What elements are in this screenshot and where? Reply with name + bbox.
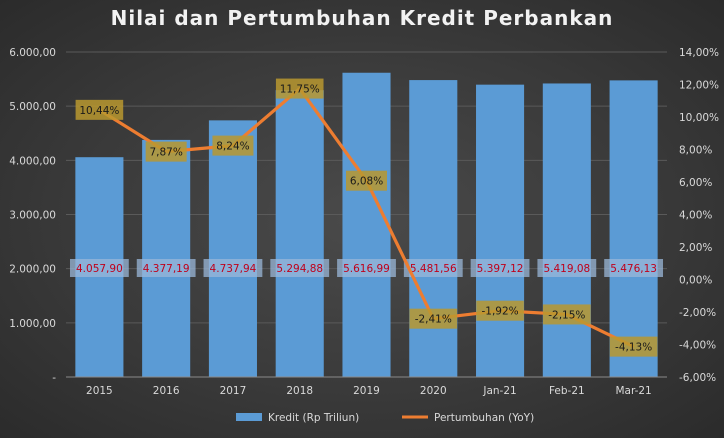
bar bbox=[342, 72, 391, 378]
bar-label-box bbox=[203, 259, 263, 277]
x-tick-label: 2018 bbox=[286, 385, 313, 397]
x-tick-label: Feb-21 bbox=[549, 385, 585, 397]
line-label-box bbox=[75, 99, 124, 120]
bar-label-box bbox=[470, 259, 530, 277]
chart-title: Nilai dan Pertumbuhan Kredit Perbankan bbox=[110, 6, 614, 30]
bar-label-box bbox=[69, 259, 129, 277]
line-label-box bbox=[476, 300, 524, 321]
line-label-box bbox=[275, 78, 324, 99]
y-right-tick-label: 4,00% bbox=[679, 210, 712, 222]
y-left-tick-label: 2.000,00 bbox=[9, 264, 56, 276]
x-tick-label: Mar-21 bbox=[615, 385, 651, 397]
line-data-label: -1,92% bbox=[481, 306, 518, 318]
x-tick-label: Jan-21 bbox=[482, 385, 516, 397]
y-right-tick-label: 6,00% bbox=[679, 177, 712, 189]
line-data-label: -2,15% bbox=[548, 309, 585, 321]
line-label-box bbox=[212, 135, 254, 156]
x-tick-label: 2015 bbox=[86, 385, 113, 397]
legend-swatch-kredit bbox=[236, 413, 262, 421]
y-right-tick-label: 0,00% bbox=[679, 275, 712, 287]
y-right-tick-label: 2,00% bbox=[679, 242, 712, 254]
bar bbox=[409, 80, 458, 378]
bar bbox=[542, 83, 591, 378]
y-left-tick-label: 5.000,00 bbox=[9, 101, 56, 113]
line-label-box bbox=[543, 304, 591, 325]
bar bbox=[275, 90, 324, 377]
bar-data-label: 5.397,12 bbox=[477, 263, 524, 275]
y-left-tick-label: - bbox=[52, 372, 56, 384]
x-tick-label: 2016 bbox=[153, 385, 180, 397]
bar-label-box bbox=[337, 259, 396, 277]
bar-label-box bbox=[537, 259, 597, 277]
bar-data-label: 4.737,94 bbox=[210, 263, 257, 275]
bar-label-box bbox=[403, 259, 463, 277]
line-data-label: 6,08% bbox=[350, 176, 383, 188]
line-data-label: -4,13% bbox=[615, 342, 652, 354]
y-right-tick-label: 12,00% bbox=[679, 80, 719, 92]
x-tick-label: 2020 bbox=[420, 385, 447, 397]
line-label-box bbox=[409, 308, 458, 329]
bar-data-label: 5.419,08 bbox=[543, 263, 590, 275]
y-left-tick-label: 4.000,00 bbox=[9, 155, 56, 167]
y-right-tick-label: 8,00% bbox=[679, 145, 712, 157]
bar-data-label: 4.057,90 bbox=[76, 263, 123, 275]
bar bbox=[609, 80, 658, 378]
bar-data-label: 5.481,56 bbox=[410, 263, 457, 275]
bar bbox=[142, 139, 191, 377]
bar-data-label: 5.294,88 bbox=[276, 263, 323, 275]
y-left-tick-label: 6.000,00 bbox=[9, 47, 56, 59]
y-right-tick-label: 10,00% bbox=[679, 112, 719, 124]
bar-data-label: 5.616,99 bbox=[343, 263, 390, 275]
legend-label-pertumbuhan: Pertumbuhan (YoY) bbox=[434, 412, 534, 424]
bar bbox=[208, 120, 257, 378]
line-data-label: 8,24% bbox=[216, 141, 249, 153]
bar-data-label: 5.476,13 bbox=[610, 263, 657, 275]
legend-label-kredit: Kredit (Rp Triliun) bbox=[268, 412, 359, 424]
bar-label-box bbox=[604, 259, 664, 277]
y-right-tick-label: -4,00% bbox=[679, 340, 716, 352]
x-tick-label: 2017 bbox=[220, 385, 247, 397]
line-data-label: -2,41% bbox=[415, 314, 452, 326]
bar-data-label: 4.377,19 bbox=[143, 263, 190, 275]
y-right-tick-label: 14,00% bbox=[679, 47, 719, 59]
bar-label-box bbox=[136, 259, 196, 277]
y-right-tick-label: -2,00% bbox=[679, 307, 716, 319]
line-data-label: 10,44% bbox=[79, 105, 119, 117]
line-label-box bbox=[609, 336, 658, 357]
line-label-box bbox=[145, 141, 187, 162]
line-data-label: 7,87% bbox=[149, 147, 182, 159]
x-tick-label: 2019 bbox=[353, 385, 380, 397]
bar-label-box bbox=[270, 259, 330, 277]
bar bbox=[476, 84, 525, 377]
y-right-tick-label: -6,00% bbox=[679, 372, 716, 384]
y-left-tick-label: 3.000,00 bbox=[9, 210, 56, 222]
line-data-label: 11,75% bbox=[280, 84, 320, 96]
line-label-box bbox=[346, 170, 387, 191]
y-left-tick-label: 1.000,00 bbox=[9, 318, 56, 330]
